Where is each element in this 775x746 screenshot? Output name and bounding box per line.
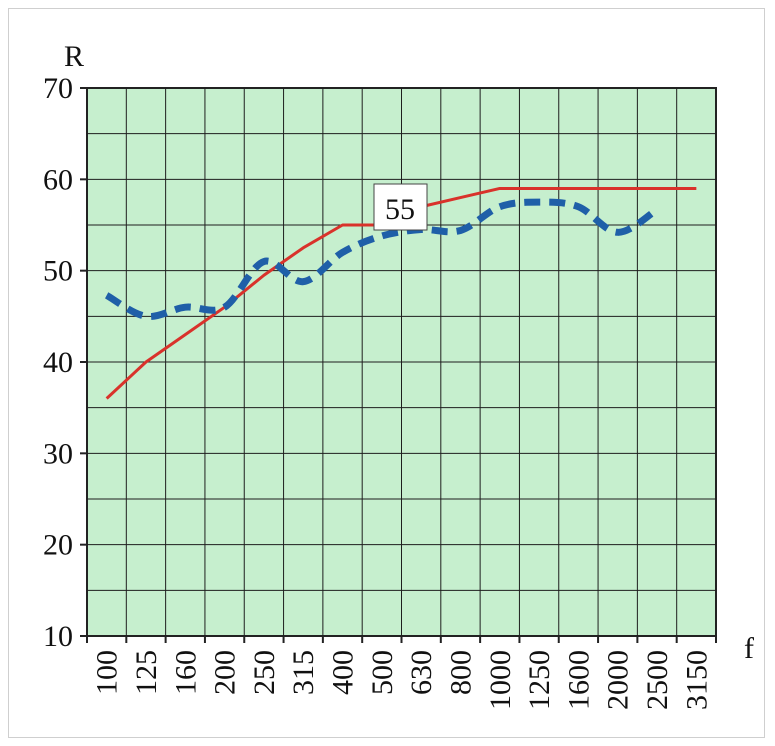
y-tick-label: 30 xyxy=(43,437,73,470)
x-tick-label: 125 xyxy=(130,650,163,695)
x-tick-label: 400 xyxy=(327,650,360,695)
x-tick-label: 2500 xyxy=(641,650,674,710)
y-axis-label: R xyxy=(64,40,84,73)
y-tick-label: 40 xyxy=(43,346,73,379)
y-tick-label: 70 xyxy=(43,72,73,105)
x-tick-label: 1000 xyxy=(484,650,517,710)
y-tick-label: 10 xyxy=(43,620,73,653)
x-tick-label: 200 xyxy=(209,650,242,695)
x-tick-label: 250 xyxy=(248,650,281,695)
x-tick-label: 500 xyxy=(366,650,399,695)
y-axis-ticks: 10 20 30 40 50 60 70 xyxy=(43,72,87,653)
annotation-box xyxy=(373,183,428,231)
y-tick-label: 60 xyxy=(43,163,73,196)
grid-lines xyxy=(87,88,716,636)
x-tick-label: 1250 xyxy=(523,650,556,710)
x-tick-label: 315 xyxy=(287,650,320,695)
x-tick-label: 2000 xyxy=(602,650,635,710)
x-tick-label: 160 xyxy=(169,650,202,695)
value-annotation: 55 xyxy=(373,183,428,231)
x-tick-label: 3150 xyxy=(680,650,713,710)
x-tick-label: 630 xyxy=(405,650,438,695)
x-tick-label: 100 xyxy=(91,650,124,695)
x-axis-label: f xyxy=(744,632,754,665)
y-tick-label: 50 xyxy=(43,255,73,288)
x-axis-ticks: 100 125 160 200 250 315 400 500 630 800 1000 1250 16… xyxy=(86,636,717,710)
x-tick-label: 800 xyxy=(444,650,477,695)
annotation-text: 55 xyxy=(385,193,415,226)
y-tick-label: 20 xyxy=(43,529,73,562)
x-tick-label: 1600 xyxy=(562,650,595,710)
